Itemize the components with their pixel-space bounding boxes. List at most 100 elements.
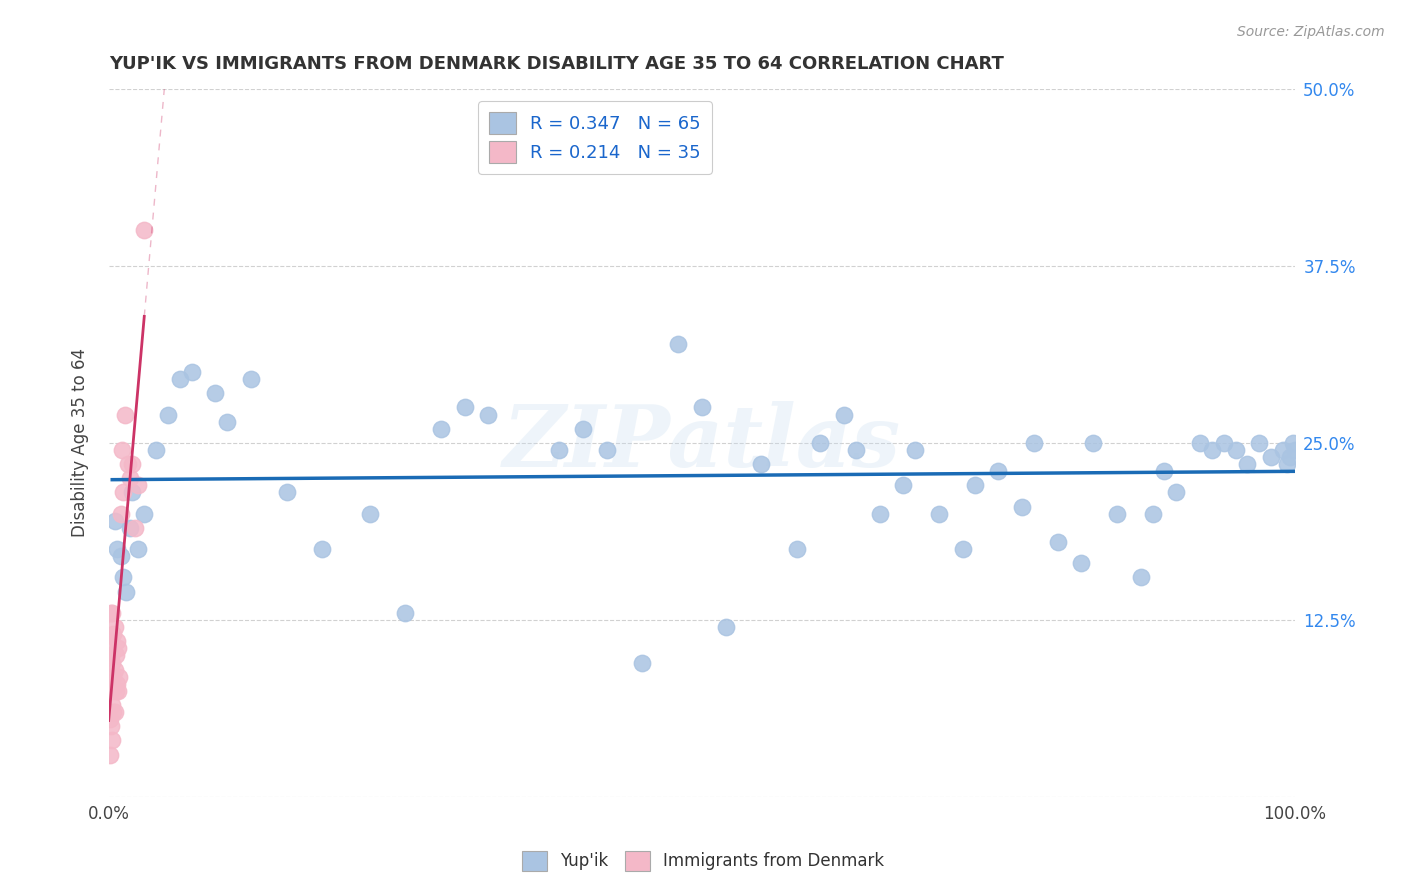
Legend: R = 0.347   N = 65, R = 0.214   N = 35: R = 0.347 N = 65, R = 0.214 N = 35: [478, 101, 711, 174]
Point: [105, 677, 128, 691]
Point: [631, 656, 654, 670]
Point: [124, 521, 146, 535]
Point: [276, 485, 298, 500]
Point: [548, 442, 571, 457]
Point: [117, 457, 139, 471]
Point: [1272, 442, 1295, 457]
Point: [928, 507, 950, 521]
Point: [1188, 435, 1211, 450]
Legend: Yup'ik, Immigrants from Denmark: Yup'ik, Immigrants from Denmark: [513, 842, 893, 880]
Point: [1279, 450, 1302, 464]
Point: [101, 656, 124, 670]
Point: [108, 670, 131, 684]
Point: [311, 542, 333, 557]
Point: [127, 542, 149, 557]
Point: [810, 435, 832, 450]
Point: [104, 684, 127, 698]
Point: [217, 415, 239, 429]
Point: [104, 514, 127, 528]
Point: [453, 401, 475, 415]
Point: [145, 442, 167, 457]
Point: [103, 670, 125, 684]
Y-axis label: Disability Age 35 to 64: Disability Age 35 to 64: [72, 349, 89, 537]
Point: [1046, 535, 1069, 549]
Text: YUP'IK VS IMMIGRANTS FROM DENMARK DISABILITY AGE 35 TO 64 CORRELATION CHART: YUP'IK VS IMMIGRANTS FROM DENMARK DISABI…: [108, 55, 1004, 73]
Point: [1070, 557, 1092, 571]
Point: [98, 634, 121, 648]
Point: [103, 705, 125, 719]
Point: [394, 606, 416, 620]
Point: [107, 684, 129, 698]
Point: [180, 365, 202, 379]
Point: [100, 684, 122, 698]
Point: [100, 606, 122, 620]
Point: [121, 485, 143, 500]
Point: [121, 457, 143, 471]
Point: [240, 372, 263, 386]
Point: [1281, 435, 1303, 450]
Point: [105, 542, 128, 557]
Point: [110, 549, 132, 564]
Point: [869, 507, 891, 521]
Point: [104, 663, 127, 677]
Point: [477, 408, 499, 422]
Point: [1212, 435, 1234, 450]
Point: [100, 648, 122, 663]
Point: [111, 442, 134, 457]
Point: [690, 401, 713, 415]
Point: [1284, 442, 1306, 457]
Point: [963, 478, 986, 492]
Point: [1249, 435, 1271, 450]
Point: [749, 457, 772, 471]
Point: [359, 507, 381, 521]
Point: [100, 719, 122, 733]
Point: [1166, 485, 1188, 500]
Text: Source: ZipAtlas.com: Source: ZipAtlas.com: [1237, 25, 1385, 39]
Point: [104, 705, 127, 719]
Point: [1153, 464, 1175, 478]
Point: [666, 336, 689, 351]
Point: [103, 627, 125, 641]
Point: [101, 698, 124, 712]
Point: [115, 584, 138, 599]
Point: [572, 422, 595, 436]
Point: [1201, 442, 1223, 457]
Point: [98, 712, 121, 726]
Point: [845, 442, 868, 457]
Point: [1011, 500, 1033, 514]
Point: [111, 485, 134, 500]
Text: ZIPatlas: ZIPatlas: [503, 401, 901, 484]
Point: [1022, 435, 1045, 450]
Point: [1236, 457, 1258, 471]
Point: [98, 747, 121, 762]
Point: [169, 372, 191, 386]
Point: [1105, 507, 1128, 521]
Point: [430, 422, 453, 436]
Point: [513, 145, 536, 160]
Point: [1275, 457, 1298, 471]
Point: [134, 507, 156, 521]
Point: [893, 478, 915, 492]
Point: [118, 521, 141, 535]
Point: [1083, 435, 1105, 450]
Point: [786, 542, 808, 557]
Point: [1260, 450, 1282, 464]
Point: [98, 677, 121, 691]
Point: [118, 471, 141, 485]
Point: [107, 641, 129, 656]
Point: [101, 733, 124, 747]
Point: [1142, 507, 1164, 521]
Point: [104, 648, 127, 663]
Point: [832, 408, 855, 422]
Point: [111, 570, 134, 584]
Point: [952, 542, 974, 557]
Point: [714, 620, 737, 634]
Point: [134, 223, 156, 237]
Point: [156, 408, 179, 422]
Point: [1129, 570, 1152, 584]
Point: [204, 386, 226, 401]
Point: [101, 606, 124, 620]
Point: [114, 408, 136, 422]
Point: [110, 507, 132, 521]
Point: [1225, 442, 1247, 457]
